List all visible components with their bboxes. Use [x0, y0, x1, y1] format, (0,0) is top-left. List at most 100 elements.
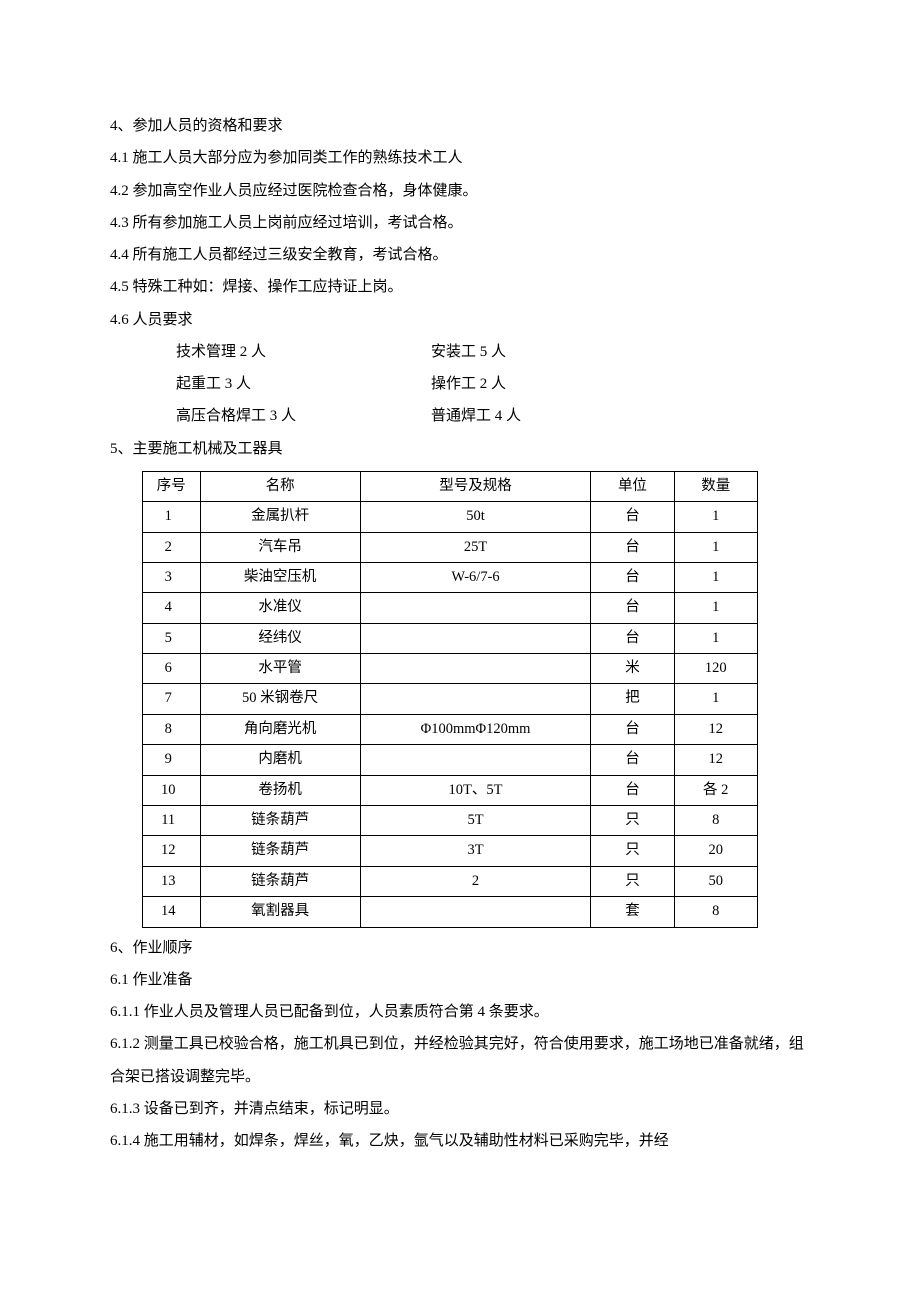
table-cell: 氧割器具	[200, 897, 360, 927]
equipment-table: 序号 名称 型号及规格 单位 数量 1金属扒杆50t台12汽车吊25T台13柴油…	[142, 471, 758, 928]
table-cell: 台	[591, 745, 674, 775]
table-cell: 链条葫芦	[200, 806, 360, 836]
table-row: 9内磨机 台12	[142, 745, 757, 775]
table-row: 8角向磨光机Φ100mmΦ120mm台12	[142, 714, 757, 744]
table-cell: 1	[674, 623, 757, 653]
table-cell: 2	[360, 866, 591, 896]
table-cell	[360, 745, 591, 775]
table-cell: Φ100mmΦ120mm	[360, 714, 591, 744]
personnel-left: 高压合格焊工 3 人	[176, 400, 431, 432]
table-cell: 1	[674, 593, 757, 623]
table-cell: 50	[674, 866, 757, 896]
table-cell: 只	[591, 806, 674, 836]
table-cell: 水平管	[200, 654, 360, 684]
section-4-item: 4.4 所有施工人员都经过三级安全教育，考试合格。	[110, 239, 810, 271]
table-cell: 4	[142, 593, 200, 623]
section-5-heading: 5、主要施工机械及工器具	[110, 433, 810, 465]
table-row: 12链条葫芦3T只20	[142, 836, 757, 866]
table-cell: 13	[142, 866, 200, 896]
document-page: 4、参加人员的资格和要求 4.1 施工人员大部分应为参加同类工作的熟练技术工人 …	[0, 0, 920, 1217]
section-4-item: 4.6 人员要求	[110, 304, 810, 336]
table-cell: 金属扒杆	[200, 502, 360, 532]
table-cell: 水准仪	[200, 593, 360, 623]
table-cell	[360, 684, 591, 714]
table-cell: 14	[142, 897, 200, 927]
table-cell: 1	[674, 502, 757, 532]
table-cell: W-6/7-6	[360, 562, 591, 592]
table-cell: 台	[591, 775, 674, 805]
col-header-spec: 型号及规格	[360, 471, 591, 501]
table-row: 4水准仪 台1	[142, 593, 757, 623]
table-row: 14氧割器具 套8	[142, 897, 757, 927]
table-row: 13链条葫芦2只50	[142, 866, 757, 896]
equipment-table-body: 1金属扒杆50t台12汽车吊25T台13柴油空压机W-6/7-6台14水准仪台1…	[142, 502, 757, 927]
table-cell: 25T	[360, 532, 591, 562]
table-cell: 卷扬机	[200, 775, 360, 805]
table-cell: 1	[674, 684, 757, 714]
table-cell: 柴油空压机	[200, 562, 360, 592]
table-cell: 8	[674, 806, 757, 836]
section-4-heading: 4、参加人员的资格和要求	[110, 110, 810, 142]
table-cell: 只	[591, 866, 674, 896]
table-row: 11链条葫芦5T只8	[142, 806, 757, 836]
table-cell: 8	[674, 897, 757, 927]
table-cell: 台	[591, 593, 674, 623]
table-row: 3柴油空压机W-6/7-6台1	[142, 562, 757, 592]
table-cell	[360, 593, 591, 623]
table-cell	[360, 897, 591, 927]
table-cell: 链条葫芦	[200, 836, 360, 866]
section-4-item: 4.5 特殊工种如：焊接、操作工应持证上岗。	[110, 271, 810, 303]
section-6-item: 6.1.2 测量工具已校验合格，施工机具已到位，并经检验其完好，符合使用要求，施…	[110, 1028, 810, 1093]
table-cell: 5	[142, 623, 200, 653]
table-cell: 台	[591, 562, 674, 592]
table-cell: 1	[674, 562, 757, 592]
personnel-left: 技术管理 2 人	[176, 336, 431, 368]
table-cell: 汽车吊	[200, 532, 360, 562]
col-header-unit: 单位	[591, 471, 674, 501]
table-cell: 角向磨光机	[200, 714, 360, 744]
table-cell: 2	[142, 532, 200, 562]
table-cell: 120	[674, 654, 757, 684]
table-cell: 10T、5T	[360, 775, 591, 805]
col-header-qty: 数量	[674, 471, 757, 501]
table-cell: 9	[142, 745, 200, 775]
table-cell: 1	[674, 532, 757, 562]
col-header-seq: 序号	[142, 471, 200, 501]
table-cell	[360, 623, 591, 653]
table-cell: 11	[142, 806, 200, 836]
equipment-table-head: 序号 名称 型号及规格 单位 数量	[142, 471, 757, 501]
personnel-row: 起重工 3 人 操作工 2 人	[176, 368, 810, 400]
section-6-item: 6.1.4 施工用辅材，如焊条，焊丝，氧，乙炔，氩气以及辅助性材料已采购完毕，并…	[110, 1125, 810, 1157]
table-cell: 12	[674, 745, 757, 775]
table-cell: 3T	[360, 836, 591, 866]
personnel-row: 高压合格焊工 3 人 普通焊工 4 人	[176, 400, 810, 432]
table-cell: 经纬仪	[200, 623, 360, 653]
table-cell: 50t	[360, 502, 591, 532]
personnel-list: 技术管理 2 人 安装工 5 人 起重工 3 人 操作工 2 人 高压合格焊工 …	[110, 336, 810, 433]
table-cell: 8	[142, 714, 200, 744]
table-cell: 套	[591, 897, 674, 927]
table-cell: 5T	[360, 806, 591, 836]
table-row: 750 米钢卷尺把1	[142, 684, 757, 714]
section-6-item: 6.1.1 作业人员及管理人员已配备到位，人员素质符合第 4 条要求。	[110, 996, 810, 1028]
personnel-right: 操作工 2 人	[431, 368, 810, 400]
table-row: 2汽车吊25T台1	[142, 532, 757, 562]
table-row: 5经纬仪 台1	[142, 623, 757, 653]
table-cell: 台	[591, 623, 674, 653]
table-cell: 1	[142, 502, 200, 532]
table-row: 1金属扒杆50t台1	[142, 502, 757, 532]
table-row: 6水平管米120	[142, 654, 757, 684]
table-cell: 台	[591, 502, 674, 532]
personnel-right: 安装工 5 人	[431, 336, 810, 368]
table-cell: 只	[591, 836, 674, 866]
section-6-item: 6.1.3 设备已到齐，并清点结束，标记明显。	[110, 1093, 810, 1125]
table-cell: 6	[142, 654, 200, 684]
table-row: 10卷扬机10T、5T台各 2	[142, 775, 757, 805]
table-cell: 各 2	[674, 775, 757, 805]
col-header-name: 名称	[200, 471, 360, 501]
table-cell: 10	[142, 775, 200, 805]
table-cell	[360, 654, 591, 684]
table-cell: 内磨机	[200, 745, 360, 775]
section-6-item: 6.1 作业准备	[110, 964, 810, 996]
personnel-right: 普通焊工 4 人	[431, 400, 810, 432]
